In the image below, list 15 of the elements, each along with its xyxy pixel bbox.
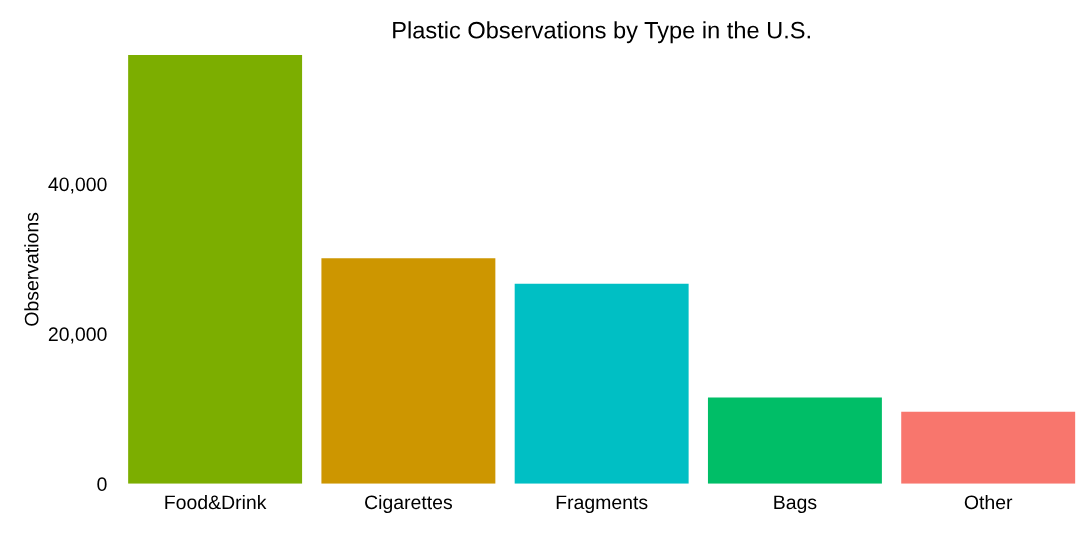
y-axis-title: Observations: [24, 212, 39, 326]
x-tick-label: Fragments: [556, 495, 648, 514]
y-tick-label: 0: [97, 477, 107, 492]
x-tick-label: Food&Drink: [165, 494, 267, 510]
bar: [128, 55, 303, 484]
bar: [707, 397, 882, 484]
y-tick-label: 20,000: [48, 327, 107, 344]
bar: [321, 258, 496, 484]
chart-title: Plastic Observations by Type in the U.S.: [393, 21, 810, 44]
bar: [514, 283, 689, 484]
x-tick-label: Cigarettes: [365, 494, 452, 514]
x-tick-label: Bags: [774, 495, 817, 514]
x-tick-label: Other: [964, 494, 1013, 510]
bar: [901, 411, 1076, 484]
y-tick-label: 40,000: [48, 177, 107, 194]
